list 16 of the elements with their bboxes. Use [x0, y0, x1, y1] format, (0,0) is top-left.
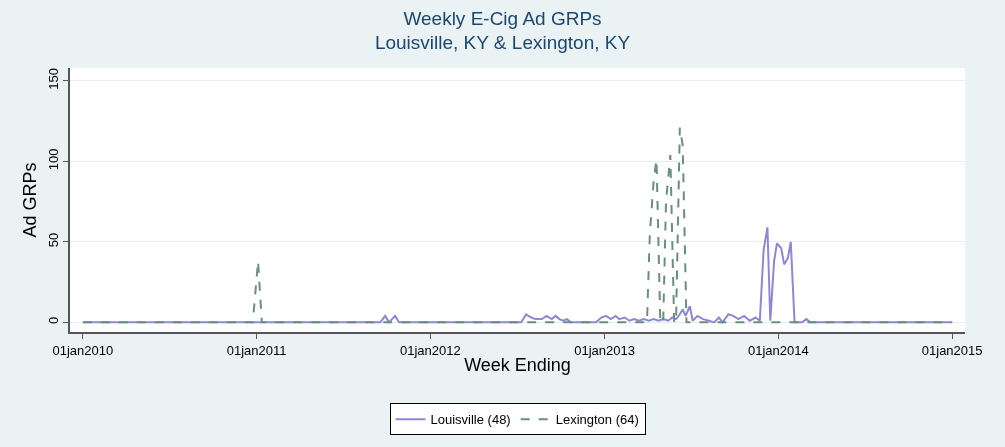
y-axis-title: Ad GRPs — [20, 162, 41, 238]
y-tick-label: 50 — [45, 232, 61, 248]
x-tick-label: 01jan2014 — [748, 342, 809, 358]
y-tick-label: 150 — [45, 68, 61, 90]
legend-label: Louisville (48) — [430, 412, 511, 428]
y-tick-label: 0 — [45, 316, 61, 325]
x-tick-label: 01jan2013 — [574, 342, 635, 358]
x-tick-label: 01jan2012 — [400, 342, 461, 358]
x-tick-label: 01jan2015 — [921, 342, 983, 358]
x-axis-title: Week Ending — [464, 355, 571, 376]
y-tick-label: 100 — [45, 148, 61, 171]
chart-title: Weekly E-Cig Ad GRPs Louisville, KY & Lexington, KY — [374, 7, 631, 54]
x-tick-label: 01jan2010 — [52, 342, 114, 358]
x-tick-label: 01jan2011 — [226, 342, 287, 358]
legend-label: Lexington (64) — [555, 412, 639, 428]
line-series — [81, 126, 954, 324]
